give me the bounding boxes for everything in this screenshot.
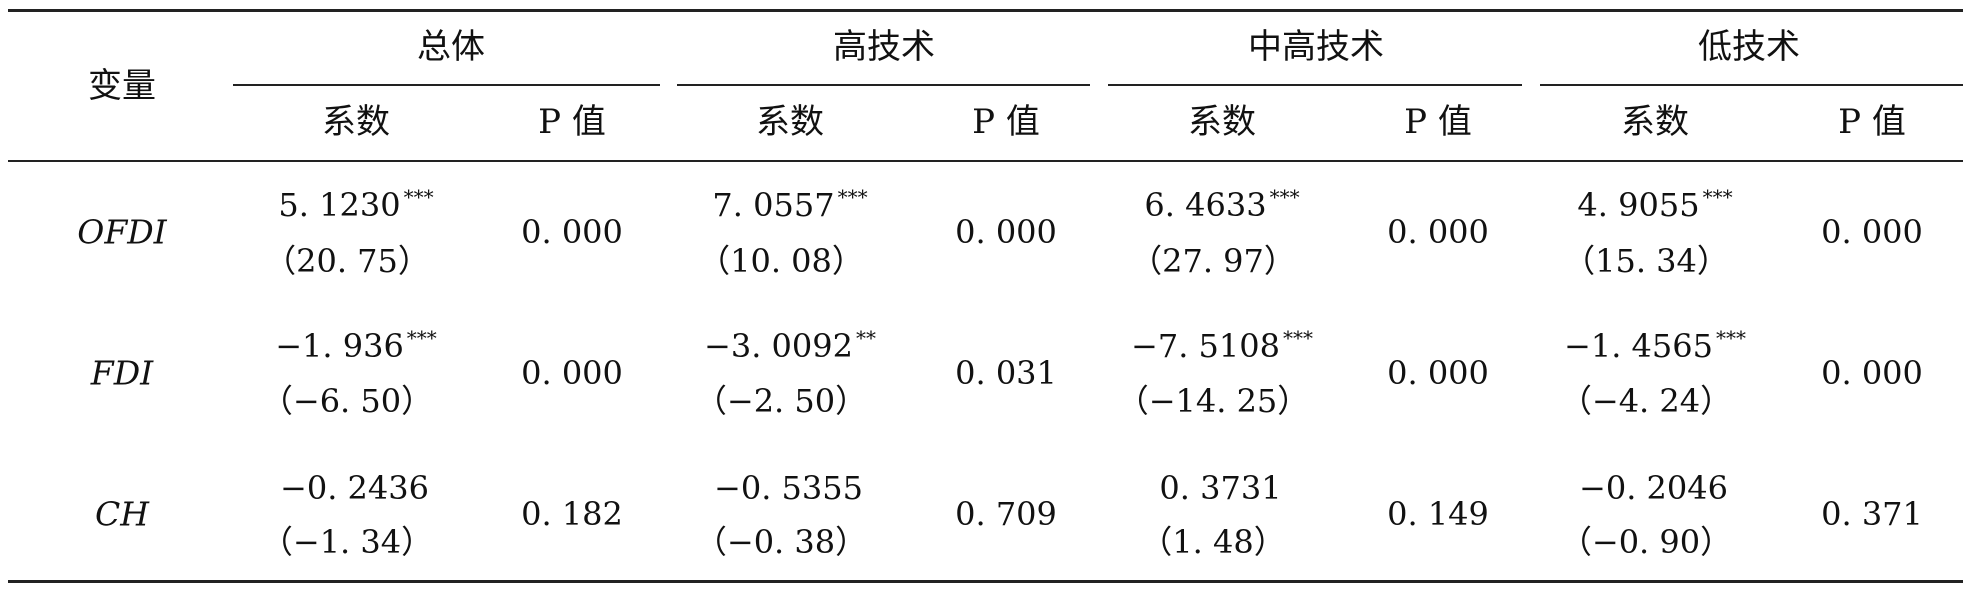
group-rule-low-tech xyxy=(1540,84,1963,86)
header-variable: 变量 xyxy=(88,66,156,106)
header-pvalue: P 值 xyxy=(1838,102,1906,142)
t-statistic: （27. 97） xyxy=(1130,242,1296,280)
header-coef: 系数 xyxy=(1188,102,1256,142)
top-rule xyxy=(8,9,1963,12)
header-coef: 系数 xyxy=(1621,102,1689,142)
coefficient: −7. 5108 *** xyxy=(1131,326,1313,365)
p-value: 0. 182 xyxy=(521,495,623,533)
t-statistic: （1. 48） xyxy=(1140,523,1286,561)
header-rule xyxy=(8,160,1963,162)
significance-stars: *** xyxy=(403,185,434,209)
coefficient: −1. 4565 *** xyxy=(1564,326,1746,365)
t-statistic: （−2. 50） xyxy=(694,382,868,420)
coefficient: −0. 2436 xyxy=(280,469,429,507)
header-group-overall: 总体 xyxy=(417,27,485,67)
t-statistic: （−0. 38） xyxy=(694,523,868,561)
t-statistic: （−0. 90） xyxy=(1559,523,1733,561)
t-statistic: （15. 34） xyxy=(1563,242,1729,280)
header-pvalue: P 值 xyxy=(972,102,1040,142)
p-value: 0. 031 xyxy=(955,354,1057,392)
header-pvalue: P 值 xyxy=(538,102,606,142)
group-rule-mid-high-tech xyxy=(1108,84,1522,86)
row-variable-ch: CH xyxy=(94,494,150,534)
header-group-low-tech: 低技术 xyxy=(1698,27,1800,67)
row-variable-fdi: FDI xyxy=(90,353,154,393)
p-value: 0. 000 xyxy=(521,213,623,251)
coefficient: −0. 5355 xyxy=(714,469,863,507)
t-statistic: （−4. 24） xyxy=(1559,382,1733,420)
coefficient: −0. 2046 xyxy=(1579,469,1728,507)
group-rule-high-tech xyxy=(677,84,1090,86)
header-coef: 系数 xyxy=(322,102,390,142)
row-variable-ofdi: OFDI xyxy=(77,212,167,252)
significance-stars: *** xyxy=(837,185,868,209)
header-pvalue: P 值 xyxy=(1404,102,1472,142)
significance-stars: ** xyxy=(855,326,876,350)
p-value: 0. 149 xyxy=(1387,495,1489,533)
bottom-rule xyxy=(8,580,1963,583)
t-statistic: （10. 08） xyxy=(698,242,864,280)
significance-stars: *** xyxy=(406,326,437,350)
coefficient: 5. 1230 *** xyxy=(278,185,434,224)
t-statistic: （−1. 34） xyxy=(260,523,434,561)
p-value: 0. 000 xyxy=(1387,213,1489,251)
p-value: 0. 000 xyxy=(1387,354,1489,392)
significance-stars: *** xyxy=(1269,185,1300,209)
p-value: 0. 371 xyxy=(1821,495,1923,533)
p-value: 0. 709 xyxy=(955,495,1057,533)
coefficient: −1. 936 *** xyxy=(275,326,437,365)
p-value: 0. 000 xyxy=(955,213,1057,251)
significance-stars: *** xyxy=(1702,185,1733,209)
header-coef: 系数 xyxy=(756,102,824,142)
group-rule-overall xyxy=(233,84,660,86)
significance-stars: *** xyxy=(1282,326,1313,350)
t-statistic: （−6. 50） xyxy=(260,382,434,420)
p-value: 0. 000 xyxy=(521,354,623,392)
header-group-high-tech: 高技术 xyxy=(833,27,935,67)
coefficient: 7. 0557 *** xyxy=(712,185,868,224)
p-value: 0. 000 xyxy=(1821,354,1923,392)
p-value: 0. 000 xyxy=(1821,213,1923,251)
coefficient: 6. 4633 *** xyxy=(1144,185,1300,224)
t-statistic: （−14. 25） xyxy=(1116,382,1310,420)
coefficient: −3. 0092 ** xyxy=(704,326,876,365)
coefficient: 0. 3731 xyxy=(1159,469,1282,507)
header-group-mid-high-tech: 中高技术 xyxy=(1248,27,1384,67)
significance-stars: *** xyxy=(1715,326,1746,350)
coefficient: 4. 9055 *** xyxy=(1577,185,1733,224)
t-statistic: （20. 75） xyxy=(264,242,430,280)
